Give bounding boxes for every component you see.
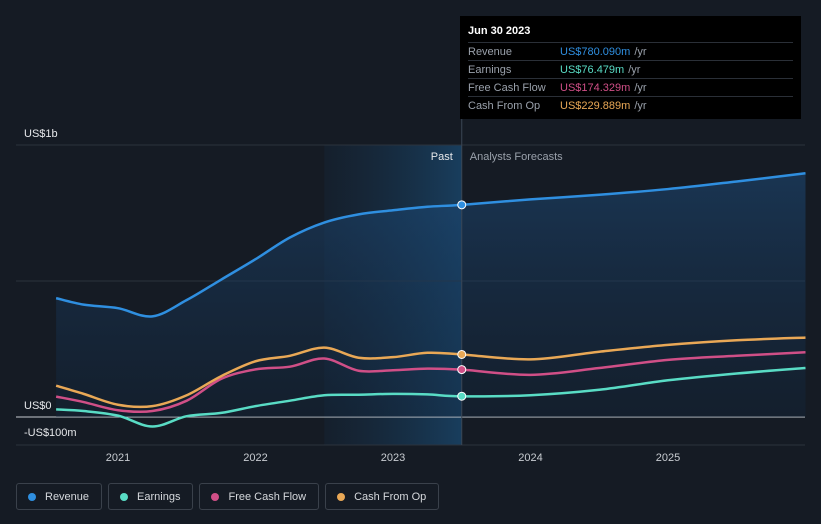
tooltip-value: US$76.479m [560, 63, 625, 76]
series-line-free-cash-flow [55, 351, 806, 414]
tooltip-unit: /yr [628, 63, 641, 76]
series-line-cash-from-op [55, 336, 806, 409]
x-tick-label-2021: 2021 [106, 452, 130, 464]
legend-label: Earnings [137, 490, 181, 503]
tooltip-unit: /yr [634, 99, 647, 112]
data-tooltip: Jun 30 2023 Revenue US$780.090m /yr Earn… [460, 16, 801, 119]
tooltip-label: Cash From Op [468, 99, 541, 112]
tooltip-value: US$229.889m [560, 99, 631, 112]
legend-dot-icon [211, 492, 220, 501]
legend-item-cash-from-op[interactable]: Cash From Op [325, 483, 440, 510]
legend-dot-icon [28, 492, 36, 501]
x-tick-label-2023: 2023 [381, 452, 405, 464]
tooltip-point-free-cash-flow [457, 365, 467, 375]
legend-label: Free Cash Flow [228, 490, 307, 503]
region-label-forecast: Analysts Forecasts [470, 151, 563, 163]
tooltip-label: Revenue [468, 45, 513, 58]
tooltip-row-cash-from-op: Cash From Op US$229.889m /yr [468, 96, 793, 114]
tooltip-date: Jun 30 2023 [468, 25, 531, 37]
legend-label: Cash From Op [354, 490, 427, 503]
tooltip-label: Earnings [468, 63, 512, 76]
y-tick-label-1b: US$1b [24, 128, 58, 140]
tooltip-unit: /yr [634, 81, 647, 94]
legend-dot-icon [120, 492, 129, 501]
x-tick-label-2024: 2024 [518, 452, 542, 464]
tooltip-point-earnings [457, 391, 467, 401]
chart-legend: Revenue Earnings Free Cash Flow Cash Fro… [16, 483, 440, 510]
y-tick-label-0: US$0 [24, 400, 52, 412]
tooltip-unit: /yr [634, 45, 647, 58]
legend-dot-icon [337, 492, 346, 501]
tooltip-point-cash-from-op [457, 349, 467, 359]
legend-item-free-cash-flow[interactable]: Free Cash Flow [199, 483, 320, 510]
y-tick-label-neg100m: -US$100m [24, 427, 77, 439]
series-line-revenue [55, 172, 806, 318]
legend-item-earnings[interactable]: Earnings [108, 483, 194, 510]
series-area-revenue [56, 173, 806, 417]
region-label-past: Past [431, 151, 453, 163]
x-tick-label-2022: 2022 [243, 452, 267, 464]
tooltip-label: Free Cash Flow [468, 81, 546, 94]
tooltip-point-revenue [457, 200, 467, 210]
legend-label: Revenue [45, 490, 90, 503]
legend-item-revenue[interactable]: Revenue [16, 483, 103, 510]
tooltip-row-earnings: Earnings US$76.479m /yr [468, 60, 793, 78]
tooltip-value: US$780.090m [560, 45, 631, 58]
series-line-earnings [56, 366, 806, 428]
tooltip-row-free-cash-flow: Free Cash Flow US$174.329m /yr [468, 78, 793, 96]
x-tick-label-2025: 2025 [656, 452, 680, 464]
tooltip-row-revenue: Revenue US$780.090m /yr [468, 42, 793, 60]
tooltip-value: US$174.329m [560, 81, 631, 94]
